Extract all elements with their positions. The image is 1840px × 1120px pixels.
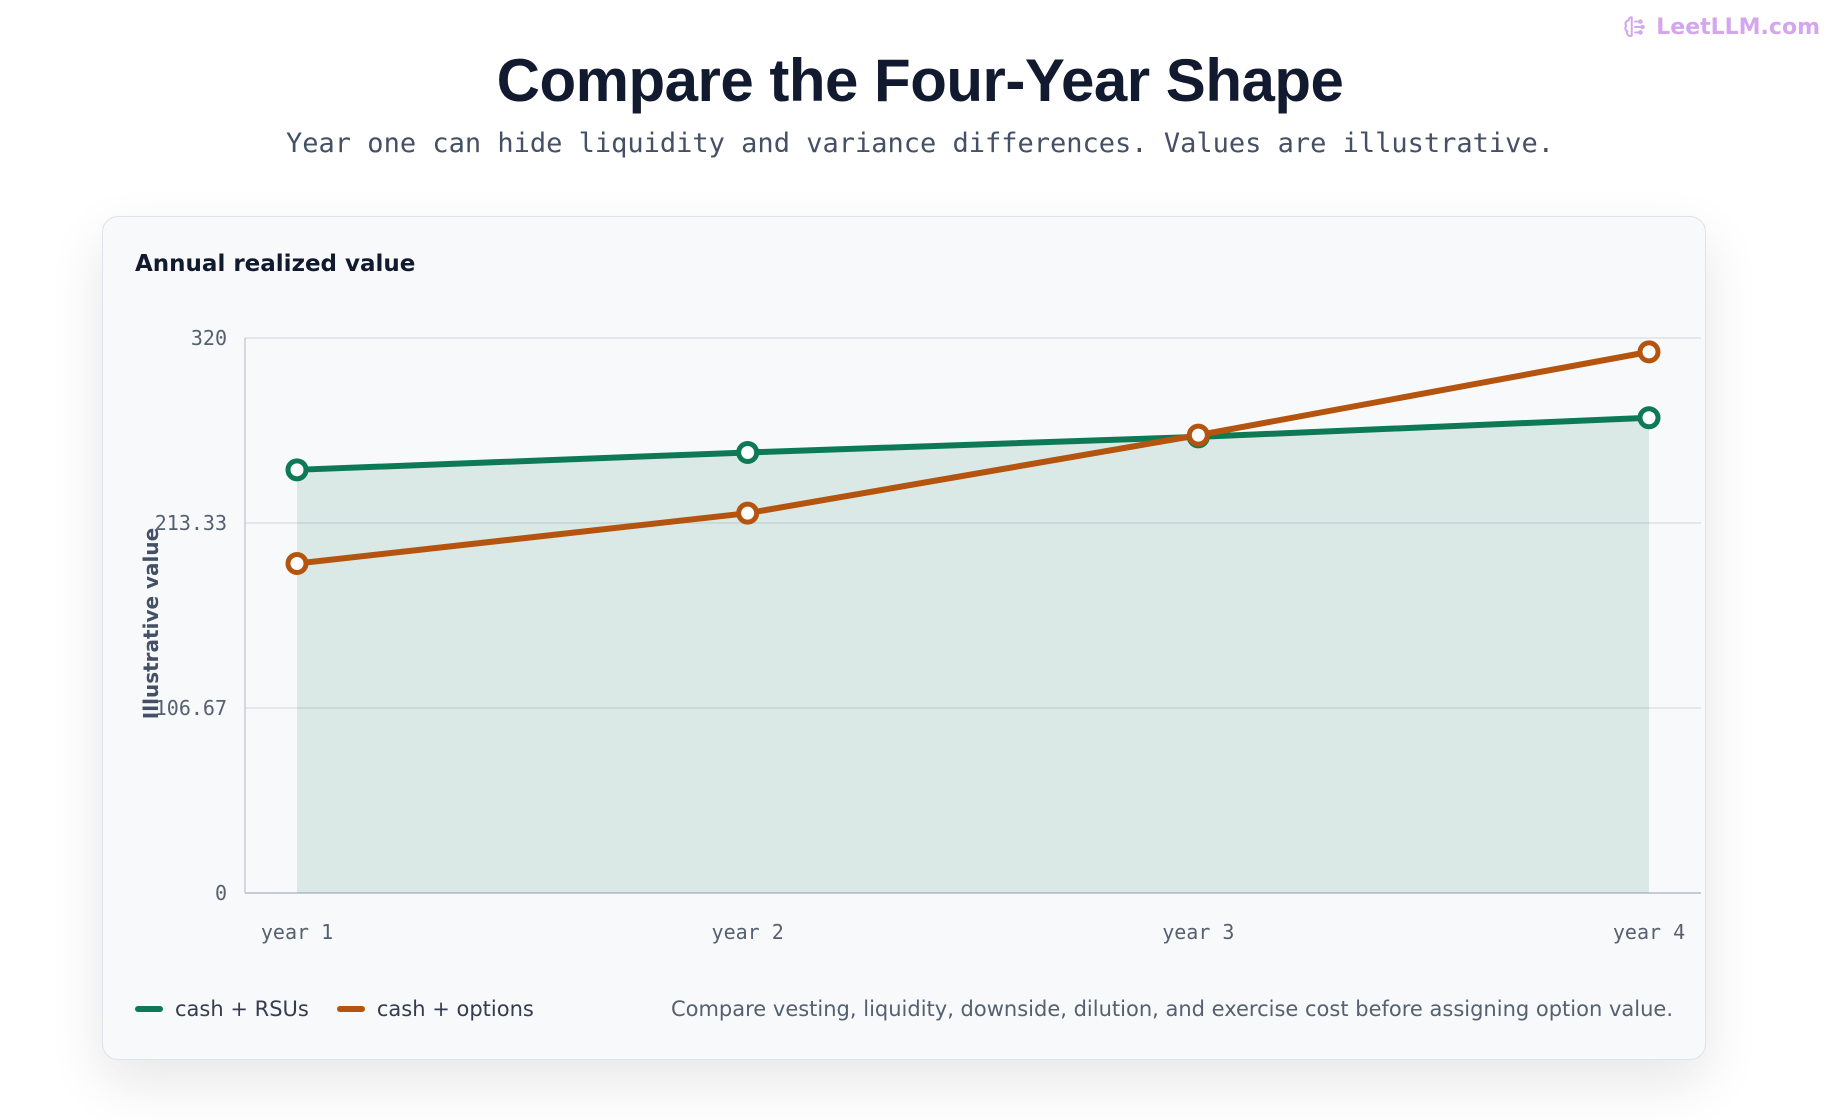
legend-swatch	[135, 1006, 163, 1012]
legend-item: cash + RSUs	[135, 997, 309, 1021]
data-point	[1186, 423, 1210, 447]
data-point	[1637, 406, 1661, 430]
brain-icon	[1624, 16, 1646, 37]
y-axis-label: Illustrative value	[139, 528, 163, 719]
chart-card: Annual realized value 0 106.67 213.33 320 Il…	[102, 216, 1706, 1060]
page-title: Compare the Four-Year Shape	[496, 47, 1344, 114]
legend-item: cash + options	[336, 997, 534, 1021]
y-tick-label: 0	[215, 881, 227, 905]
chart-legend: cash + RSUs cash + options	[135, 997, 534, 1021]
data-point	[1637, 340, 1661, 364]
data-point	[736, 501, 760, 525]
series-line	[294, 348, 1652, 567]
y-tick-label: 320	[191, 326, 227, 350]
brand: LeetLLM.com	[1622, 14, 1820, 40]
chart-note: Compare vesting, liquidity, downside, di…	[670, 997, 1673, 1021]
legend-label: cash + RSUs	[175, 997, 309, 1021]
legend-swatch	[336, 1006, 365, 1012]
series-line	[294, 414, 1652, 473]
line-chart: 0 106.67 213.33 320 Illustrative value year 1…	[139, 326, 1701, 944]
x-tick-label: year 2	[712, 920, 784, 944]
x-tick-label: year 4	[1613, 920, 1685, 944]
data-point	[736, 440, 760, 464]
y-tick-label: 106.67	[155, 696, 227, 720]
series-area	[297, 417, 1649, 893]
data-point	[285, 551, 309, 575]
data-point	[285, 458, 309, 482]
page-subtitle: Year one can hide liquidity and variance…	[286, 128, 1554, 159]
legend-label: cash + options	[376, 997, 534, 1021]
x-tick-label: year 3	[1162, 920, 1234, 944]
chart-title: Annual realized value	[135, 251, 416, 277]
y-tick-label: 213.33	[155, 511, 227, 535]
x-tick-label: year 1	[261, 920, 333, 944]
brand-label: LeetLLM.com	[1656, 14, 1820, 40]
